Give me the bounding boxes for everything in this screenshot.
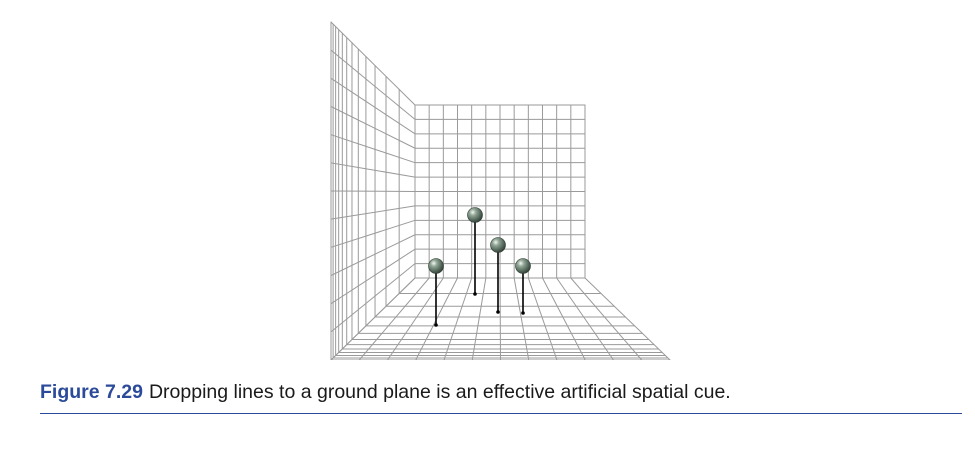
grid-line [584,277,671,360]
grid-line [330,219,416,248]
grid-line [499,277,501,360]
grid-line [330,248,416,305]
caption-text: Dropping lines to a ground plane is an e… [148,381,731,403]
sphere [515,258,531,274]
back-wall-grid [414,104,586,279]
grid-line [330,162,416,178]
sphere [467,207,483,223]
ground-contact-point [496,310,500,314]
ground-contact-point [473,292,477,296]
grid-line [387,277,444,360]
figure-label: Figure 7.29 [40,381,143,403]
sphere [490,237,506,253]
caption-divider [40,413,962,414]
grid-line [330,190,416,192]
grid-line [330,277,416,360]
grid-line [330,21,416,106]
figure-illustration [330,21,671,360]
grid-line [330,205,416,220]
ground-contact-point [434,323,438,327]
grid-line [527,277,558,360]
grid-line [330,234,416,276]
grid-line [542,277,586,360]
grid-line [570,277,643,360]
grid-line [330,77,416,135]
spheres [428,207,531,274]
grid-line [358,277,430,360]
drop-lines [434,214,525,327]
grid-line [330,134,416,164]
grid-line [330,49,416,120]
ground-plane-grid [330,277,671,360]
grid-line [471,277,487,360]
grid-line [443,277,473,360]
grid-line [513,277,530,360]
sphere [428,258,444,274]
ground-contact-point [521,311,525,315]
grid-line [330,263,416,333]
grid-line [330,106,416,149]
figure-caption: Figure 7.29 Dropping lines to a ground pl… [40,381,731,404]
grid-line [556,277,614,360]
